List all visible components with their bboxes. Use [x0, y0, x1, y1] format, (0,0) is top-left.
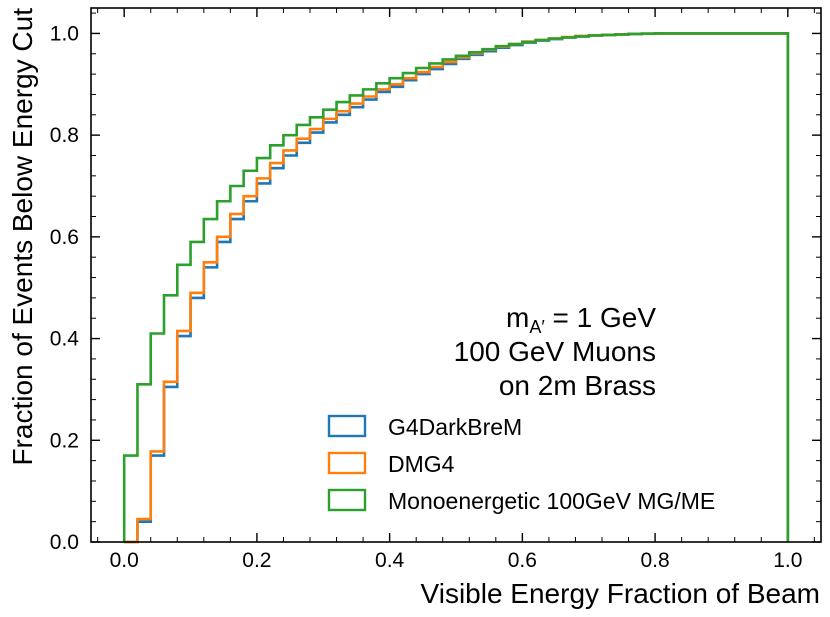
- x-tick-label: 0.2: [242, 549, 271, 572]
- labels-layer: 0.0 0.2 0.4 0.6 0.8 1.0 0.0 0.2 0.4 0.6 0.8 1.0: [50, 22, 803, 572]
- ticks-layer: [91, 8, 821, 543]
- y-tick-label: 0.6: [50, 226, 79, 249]
- series-line-dmg4: [124, 32, 790, 544]
- annotation-mass-suffix: = 1 GeV: [545, 302, 657, 333]
- annotation-mass-prefix: m: [506, 302, 529, 333]
- x-tick-label: 0.4: [375, 549, 405, 572]
- y-tick-label: 0.0: [50, 531, 79, 554]
- annotation-block: mA′ = 1 GeV 100 GeV Muons on 2m Brass: [454, 302, 657, 401]
- annotation-mass-subscript: A′: [529, 317, 545, 337]
- x-tick-label: 0.8: [640, 549, 669, 572]
- y-tick-label: 0.4: [50, 328, 80, 351]
- x-tick-label: 1.0: [773, 549, 802, 572]
- x-tick-label: 0.0: [110, 549, 139, 572]
- series-line-monoenergetic-100gev-mg-me: [122, 32, 790, 542]
- series-line-g4darkbrem: [124, 32, 790, 544]
- legend-label-dmg4: DMG4: [388, 451, 455, 477]
- x-axis-title: Visible Energy Fraction of Beam: [421, 578, 820, 609]
- plot-frame: [90, 7, 822, 543]
- series-layer: [122, 32, 790, 544]
- annotation-line3: on 2m Brass: [499, 370, 656, 401]
- legend-swatch-dmg4: [327, 451, 367, 475]
- y-tick-label: 1.0: [50, 22, 79, 45]
- legend: G4DarkBreM DMG4 Monoenergetic 100GeV MG/…: [327, 414, 715, 514]
- y-axis-title: Fraction of Events Below Energy Cut: [7, 8, 38, 466]
- legend-swatch-g4darkbrem: [327, 414, 367, 438]
- annotation-mass: mA′ = 1 GeV: [506, 302, 656, 337]
- annotation-line2: 100 GeV Muons: [454, 336, 656, 367]
- y-tick-label: 0.2: [50, 429, 79, 452]
- y-tick-label: 0.8: [50, 124, 79, 147]
- legend-swatch-mgme: [327, 488, 367, 512]
- legend-label-g4darkbrem: G4DarkBreM: [388, 414, 522, 440]
- x-tick-label: 0.6: [508, 549, 537, 572]
- legend-label-mgme: Monoenergetic 100GeV MG/ME: [388, 488, 715, 514]
